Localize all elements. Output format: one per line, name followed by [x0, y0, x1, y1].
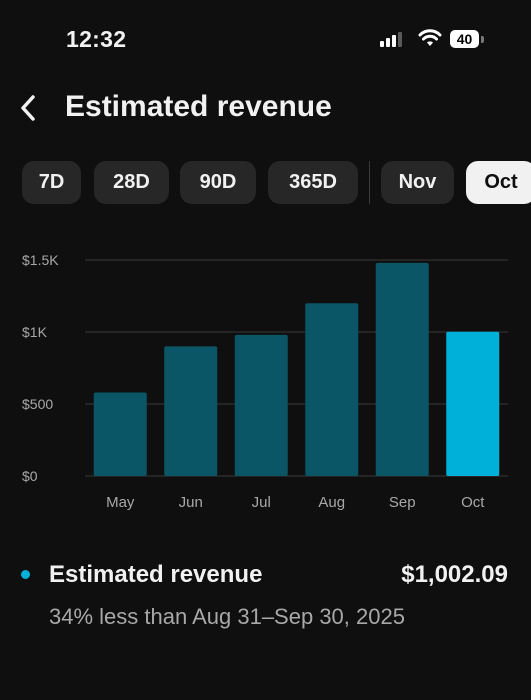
- chip-365d[interactable]: 365D: [268, 161, 358, 204]
- chip-28d[interactable]: 28D: [94, 161, 169, 204]
- wifi-icon: [418, 29, 442, 46]
- x-tick-label: Sep: [389, 494, 416, 511]
- page-title: Estimated revenue: [65, 90, 332, 123]
- bar-may: [93, 392, 147, 476]
- revenue-chart: $0 $500 $1K $1.5K May Jun Jul Aug Sep Oct: [22, 252, 508, 511]
- status-bar: 12:32 40: [0, 0, 531, 80]
- chip-label: Nov: [398, 171, 437, 193]
- chip-90d[interactable]: 90D: [180, 161, 256, 204]
- chip-label: 365D: [289, 171, 337, 193]
- battery-level: 40: [456, 31, 473, 47]
- date-range-selector: 7D 28D 90D 365D Nov Oct: [0, 161, 531, 205]
- x-tick-label: Jul: [252, 494, 271, 511]
- bar-jul: [234, 334, 288, 476]
- chip-divider: [369, 161, 370, 204]
- x-tick-label: May: [106, 494, 135, 511]
- back-button[interactable]: [10, 90, 46, 126]
- chip-label: 7D: [38, 171, 65, 193]
- summary-comparison: 34% less than Aug 31–Sep 30, 2025: [49, 604, 405, 629]
- bar-oct: [446, 331, 500, 476]
- chip-7d[interactable]: 7D: [22, 161, 81, 204]
- summary-value: $1,002.09: [401, 561, 508, 588]
- chip-nov[interactable]: Nov: [381, 161, 454, 204]
- chip-label: 28D: [113, 171, 150, 193]
- chip-label: Oct: [484, 171, 518, 193]
- x-tick-label: Jun: [179, 494, 203, 511]
- status-time: 12:32: [66, 26, 127, 52]
- y-tick-label: $0: [22, 468, 38, 484]
- signal-icon: [380, 32, 402, 47]
- y-tick-label: $1K: [22, 324, 48, 340]
- chip-oct[interactable]: Oct: [466, 161, 531, 204]
- bar-sep: [375, 262, 429, 476]
- x-tick-label: Aug: [318, 494, 345, 511]
- x-tick-label: Oct: [461, 494, 485, 511]
- bar-jun: [164, 346, 218, 476]
- chevron-left-icon: [21, 95, 35, 121]
- series-dot: [21, 570, 30, 579]
- bar-aug: [305, 303, 359, 476]
- y-tick-label: $1.5K: [22, 252, 59, 268]
- battery-tip: [481, 36, 484, 43]
- chip-label: 90D: [199, 171, 237, 193]
- y-tick-label: $500: [22, 396, 53, 412]
- summary-label: Estimated revenue: [49, 561, 263, 588]
- battery-icon: 40: [450, 30, 479, 48]
